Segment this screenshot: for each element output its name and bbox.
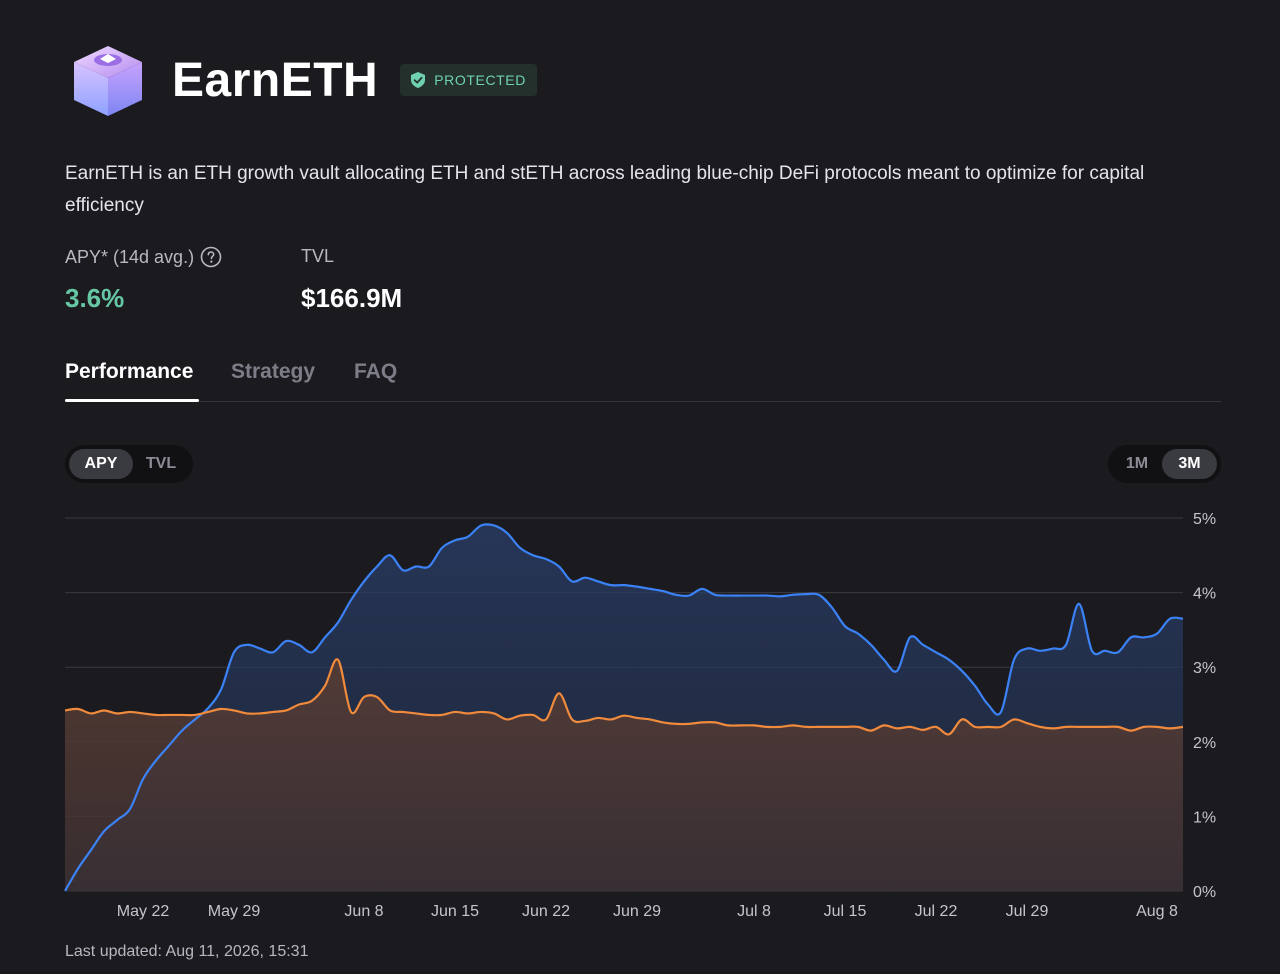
y-tick-label: 2% xyxy=(1193,735,1216,752)
vault-title: EarnETH xyxy=(172,53,379,107)
y-tick-label: 0% xyxy=(1193,884,1216,901)
x-tick-label: Jun 15 xyxy=(431,903,479,920)
vault-header: EarnETH PROTECTED xyxy=(68,40,537,120)
x-tick-label: Aug 8 xyxy=(1136,903,1178,920)
vault-description: EarnETH is an ETH growth vault allocatin… xyxy=(65,163,1145,216)
y-tick-label: 1% xyxy=(1193,809,1216,826)
y-tick-label: 5% xyxy=(1193,511,1216,528)
x-tick-label: Jun 29 xyxy=(613,903,661,920)
x-tick-label: May 22 xyxy=(117,903,170,920)
tab-bar: Performance Strategy FAQ xyxy=(65,360,1221,402)
active-tab-indicator xyxy=(65,399,199,402)
question-circle-icon[interactable] xyxy=(200,246,222,268)
tab-performance[interactable]: Performance xyxy=(65,360,194,383)
x-tick-label: Jul 15 xyxy=(824,903,867,920)
last-updated-text: Last updated: Aug 11, 2026, 15:31 xyxy=(65,943,309,960)
orange-series-area xyxy=(65,659,1183,891)
x-tick-label: Jul 8 xyxy=(737,903,771,920)
x-tick-label: Jun 8 xyxy=(344,903,383,920)
x-tick-label: Jul 22 xyxy=(915,903,958,920)
apy-stat-label: APY* (14d avg.) xyxy=(65,246,222,268)
tvl-toggle-button[interactable]: TVL xyxy=(145,455,177,472)
blue-series-line xyxy=(64,523,1184,892)
tab-faq[interactable]: FAQ xyxy=(354,360,398,383)
range-3m-button[interactable]: 3M xyxy=(1162,449,1217,479)
orange-series-line xyxy=(64,658,1184,736)
tvl-stat-value: $166.9M xyxy=(301,283,403,313)
apy-toggle-button[interactable]: APY xyxy=(69,449,133,479)
vault-box-logo xyxy=(74,46,142,116)
badge-label: PROTECTED xyxy=(434,72,526,88)
apy-stat-value: 3.6% xyxy=(65,283,125,313)
tab-strategy[interactable]: Strategy xyxy=(231,360,316,383)
protected-badge: PROTECTED xyxy=(400,64,537,96)
x-tick-label: May 29 xyxy=(208,903,261,920)
x-tick-label: Jul 29 xyxy=(1006,903,1049,920)
tvl-label-text: TVL xyxy=(301,246,335,266)
y-tick-label: 3% xyxy=(1193,660,1216,677)
range-toggle: 1M 3M xyxy=(1108,445,1221,483)
y-tick-label: 4% xyxy=(1193,586,1216,603)
apy-chart: May 22 May 29 Jun 8 Jun 15 Jun 22 Jun 29 Jul 8… xyxy=(64,511,1216,920)
metric-toggle: APY TVL xyxy=(65,445,193,483)
x-tick-label: Jun 22 xyxy=(522,903,570,920)
apy-label-text: APY* (14d avg.) xyxy=(65,246,195,267)
tvl-stat-label: TVL xyxy=(301,246,334,267)
range-1m-button[interactable]: 1M xyxy=(1125,455,1149,472)
shield-check-icon xyxy=(411,72,426,88)
